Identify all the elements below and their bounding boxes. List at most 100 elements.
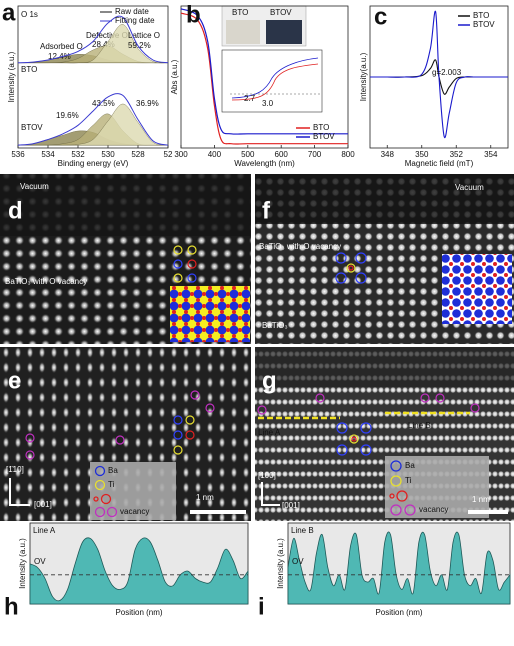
y-axis-label: Intensity (a.u.) [18,538,27,589]
legend-label: Ti [405,476,412,485]
intensity-profile [287,531,511,605]
line-label: Line A [33,526,56,535]
x-axis-label: Position (nm) [115,608,162,617]
bto-powder [226,20,260,44]
component-peak [18,103,169,146]
x-tick-label: 534 [41,150,55,159]
x-tick-label: 350 [415,150,429,159]
axis-direction: [1̄10] [6,465,24,474]
y-axis-label: Intensity (a.u.) [276,538,285,589]
ov-label: OV [34,557,46,566]
btov-powder [266,20,302,44]
y-axis-label: Abs (a.u.) [170,59,179,94]
legend-label: vacancy [120,507,149,516]
fitting-envelope [17,93,169,146]
panel-letter: a [2,0,16,26]
absorbance-line [180,12,348,145]
panel-letter: i [258,593,265,620]
panel-title: O 1s [21,10,38,19]
region-label: Vacuum [455,183,484,192]
x-axis-label: Binding energy (eV) [58,159,129,168]
plot-frame [17,5,169,149]
vacuum-region [0,174,251,236]
component-share: 36.9% [136,99,159,108]
epr-line [369,10,508,139]
x-tick-label: 300 [174,150,188,159]
x-axis-label: Wavelength (nm) [234,159,295,168]
tauc-curve [231,63,319,101]
photo-label: BTO [232,8,248,17]
legend-label: BTO [313,123,329,132]
x-axis-label: Magnetic field (mT) [405,159,474,168]
legend-label: Ti [108,480,115,489]
legend-label: BTOV [473,20,495,29]
x-tick-label: 348 [381,150,395,159]
component-name: Lattice O [128,31,160,40]
orientation-axes [261,482,280,506]
x-tick-label: 536 [11,150,25,159]
panel-letter: f [262,197,271,224]
x-tick-label: 352 [450,150,464,159]
legend-label: Fitting date [115,16,155,25]
x-tick-label: 530 [101,150,115,159]
component-share: 19.6% [56,111,79,120]
x-tick-label: 600 [275,150,289,159]
legend-label: BTOV [313,132,335,141]
drawn-layer: 536 534 532 530 528 52 Binding energy (eV) Inte… [2,0,511,620]
intensity-profile [29,537,249,605]
legend-label: Raw date [115,7,149,16]
absorbance-line [180,8,348,135]
inset-label: 3.0 [262,99,274,108]
axis-direction: [001] [34,500,52,509]
x-tick-label: 500 [241,150,255,159]
axis-direction: [001] [282,501,300,510]
annotation: g=2.003 [432,68,462,77]
component-share: 43.5% [92,99,115,108]
plot-frame [180,5,349,149]
atom-markers [25,245,480,460]
inset-label: 2.7 [244,94,256,103]
component-name: Defective O [86,31,128,40]
panel-letter: d [8,197,23,224]
photo-label: BTOV [270,8,292,17]
legend-label: vacancy [419,505,448,514]
tauc-curve [231,57,319,99]
legend-box [385,456,489,518]
line-label: Line B [291,526,314,535]
vacuum-region [255,347,514,387]
legend-label: Ba [405,461,415,470]
component-share: 12.4% [48,52,71,61]
line-label: Line B [408,421,431,430]
x-tick-label: 400 [208,150,222,159]
component-share: 59.2% [128,41,151,50]
component-share: 28.4% [92,40,115,49]
legend-label: Ba [108,466,118,475]
atomic-model [170,286,250,342]
panel-letter: b [186,1,201,28]
axis-direction: [100] [258,471,276,480]
x-tick-label: 800 [341,150,355,159]
orientation-axes [9,478,30,506]
region-label: BaTiO₃ with O vacancy [259,242,341,251]
x-tick-label: 354 [484,150,498,159]
region-label: BaTiO₃ with O vacancy [5,277,87,286]
x-tick-label: 52 [164,150,173,159]
line-label: Line A [258,428,281,437]
component-name: Adsorbed O [40,42,83,51]
scale-label: 1 nm [472,495,490,504]
panel-letter: c [374,3,387,30]
component-peak [17,24,169,64]
region-label: BaTiO₃ [262,321,288,330]
x-axis-label: Position (nm) [375,608,422,617]
fitting-envelope [17,15,169,64]
spectrum-name: BTO [21,65,37,74]
panel-letter: g [262,367,277,394]
y-axis-label: Intensity (a.u.) [7,51,16,102]
scale-label: 1 nm [196,493,214,502]
x-tick-label: 532 [71,150,85,159]
y-axis-label: Intensity(a.u.) [359,52,368,101]
panel-letter: e [8,367,21,394]
x-tick-label: 528 [131,150,145,159]
spectrum-name: BTOV [21,123,43,132]
atomic-model [442,254,512,324]
